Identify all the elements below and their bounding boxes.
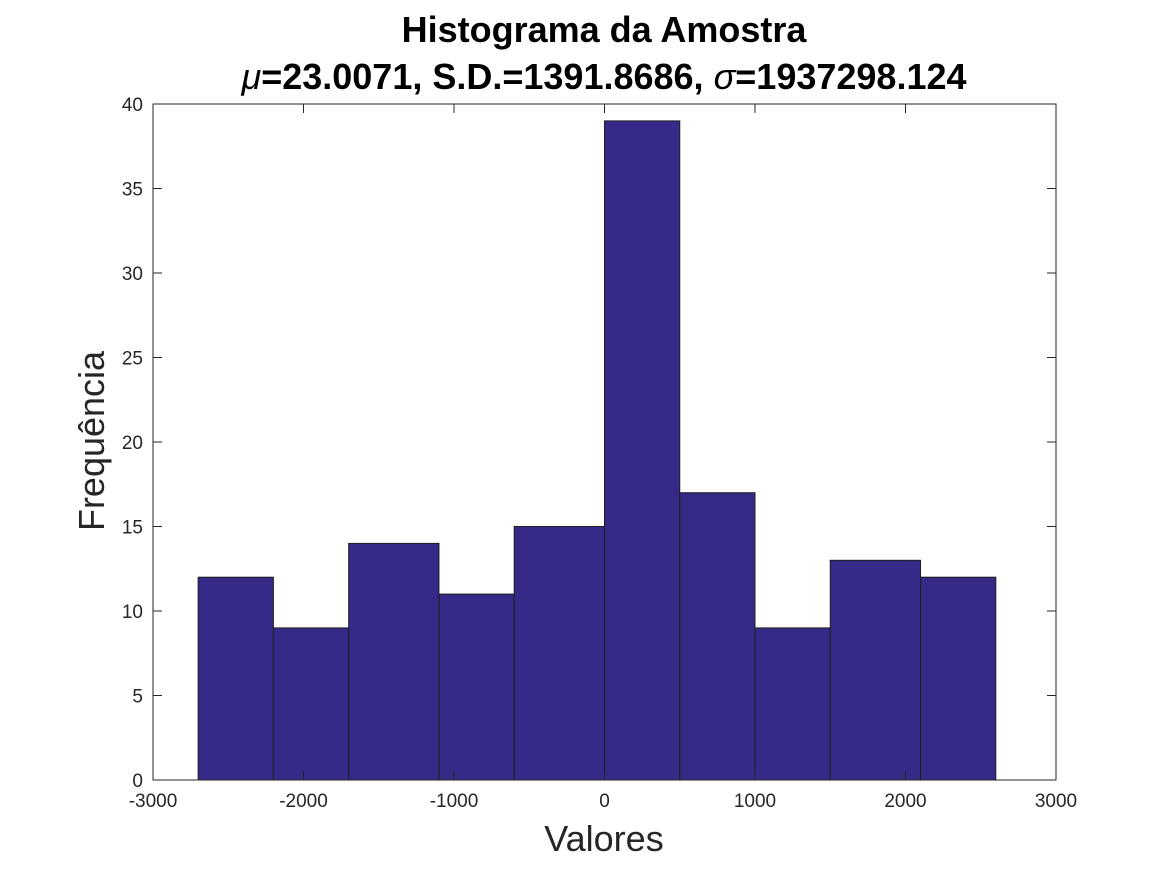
histogram-bar — [513, 526, 606, 781]
histogram-bar — [829, 559, 922, 781]
chart-subtitle: μ=23.0071, S.D.=1391.8686, σ=1937298.124 — [240, 56, 966, 97]
x-axis-ticks: -3000 -2000 -1000 0 1000 2000 3000 — [129, 104, 1077, 812]
histogram-bar — [679, 492, 756, 781]
y-tick-label: 40 — [122, 95, 143, 116]
y-tick-label: 0 — [132, 771, 143, 792]
y-tick-label: 15 — [122, 518, 143, 539]
histogram-bars — [197, 120, 997, 781]
y-axis-label: Frequência — [71, 350, 112, 531]
histogram-bar — [438, 593, 515, 781]
x-tick-label: 2000 — [884, 791, 926, 812]
y-tick-label: 5 — [132, 687, 143, 708]
x-tick-label: -1000 — [430, 791, 479, 812]
y-axis-ticks: 0 5 10 15 20 25 30 35 40 — [122, 95, 1056, 792]
y-tick-label: 20 — [122, 433, 143, 454]
x-tick-label: 0 — [599, 791, 610, 812]
mu-symbol: μ — [240, 56, 261, 97]
x-tick-label: -3000 — [129, 791, 178, 812]
chart-title: Histograma da Amostra — [402, 9, 808, 50]
x-axis-label: Valores — [544, 818, 663, 859]
y-tick-label: 30 — [122, 264, 143, 285]
histogram-bar — [920, 576, 997, 781]
mu-value-text: =23.0071, S.D.=1391.8686, — [261, 56, 713, 97]
x-tick-label: 3000 — [1035, 791, 1077, 812]
histogram-bar — [197, 576, 274, 781]
y-tick-label: 35 — [122, 180, 143, 201]
x-tick-label: 1000 — [734, 791, 776, 812]
histogram-bar — [754, 627, 831, 781]
sigma-value-text: =1937298.124 — [735, 56, 966, 97]
histogram-bar — [604, 120, 681, 781]
x-tick-label: -2000 — [279, 791, 328, 812]
sigma-symbol: σ — [714, 56, 737, 97]
histogram-bar — [272, 627, 350, 781]
y-tick-label: 10 — [122, 602, 143, 623]
y-tick-label: 25 — [122, 349, 143, 370]
histogram-bar — [348, 542, 440, 781]
